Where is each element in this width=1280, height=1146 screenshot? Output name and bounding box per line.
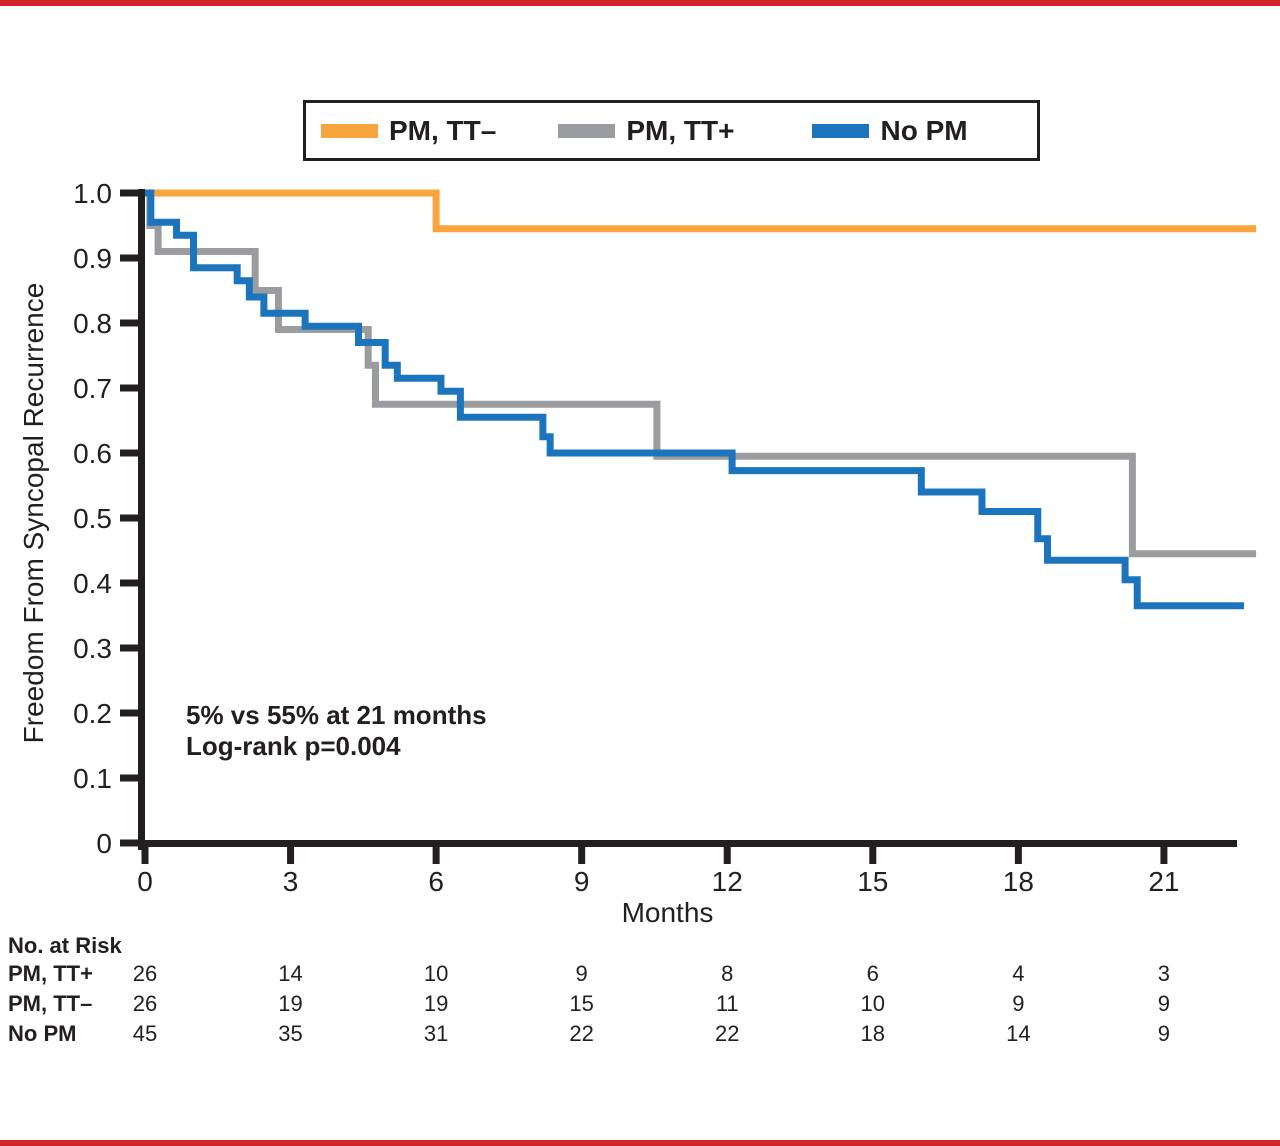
y-axis-title: Freedom From Syncopal Recurrence bbox=[18, 282, 49, 744]
y-tick-label: 0.4 bbox=[73, 568, 112, 599]
risk-value: 6 bbox=[866, 961, 879, 986]
annotation: 5% vs 55% at 21 months Log-rank p=0.004 bbox=[186, 700, 487, 762]
risk-value: 4 bbox=[1012, 961, 1025, 986]
legend-label: PM, TT– bbox=[389, 114, 497, 146]
risk-value: 18 bbox=[860, 1021, 886, 1046]
y-tick bbox=[120, 579, 138, 587]
y-tick bbox=[120, 319, 138, 327]
x-tick bbox=[1160, 847, 1168, 864]
series-line-2 bbox=[145, 189, 1257, 558]
legend-item-1: PM, TT– bbox=[321, 115, 496, 147]
y-tick bbox=[120, 644, 138, 652]
y-tick-label: 0.1 bbox=[73, 763, 112, 794]
legend-label: PM, TT+ bbox=[626, 114, 735, 146]
y-tick-label: 0.5 bbox=[73, 503, 112, 534]
y-tick bbox=[120, 254, 138, 262]
risk-value: 35 bbox=[278, 1021, 303, 1046]
y-tick bbox=[120, 774, 138, 782]
legend-label: No PM bbox=[880, 114, 968, 146]
risk-value: 14 bbox=[278, 961, 303, 986]
y-tick bbox=[120, 839, 138, 847]
legend-swatch-icon bbox=[812, 123, 870, 138]
risk-value: 9 bbox=[1012, 991, 1025, 1016]
risk-value: 10 bbox=[860, 991, 886, 1016]
annotation-line-2: Log-rank p=0.004 bbox=[186, 731, 401, 761]
legend-swatch-icon bbox=[321, 123, 378, 138]
x-tick-label: 15 bbox=[857, 866, 888, 897]
risk-value: 11 bbox=[715, 991, 739, 1016]
risk-value: 26 bbox=[132, 991, 158, 1016]
x-tick-label: 12 bbox=[712, 866, 743, 897]
legend-item-3: No PM bbox=[812, 114, 968, 147]
y-tick-label: 0.3 bbox=[73, 633, 112, 664]
risk-value: 8 bbox=[721, 961, 734, 986]
legend-swatch-icon bbox=[558, 123, 616, 138]
risk-value: 9 bbox=[575, 961, 588, 986]
y-tick bbox=[120, 709, 138, 717]
risk-table-title: No. at Risk bbox=[8, 933, 122, 958]
x-axis-title: Months bbox=[621, 897, 714, 928]
x-tick-label: 9 bbox=[574, 866, 590, 897]
legend-item-2: PM, TT+ bbox=[558, 115, 734, 147]
y-tick-label: 0.9 bbox=[73, 243, 112, 274]
x-tick bbox=[869, 847, 877, 864]
y-axis-line bbox=[138, 189, 145, 850]
risk-value: 45 bbox=[132, 1021, 158, 1046]
annotation-line-1: 5% vs 55% at 21 months bbox=[186, 700, 487, 730]
risk-value: 31 bbox=[423, 1021, 449, 1046]
y-tick-label: 0 bbox=[96, 828, 112, 859]
risk-value: 22 bbox=[569, 1021, 594, 1046]
x-tick-label: 18 bbox=[1003, 866, 1034, 897]
risk-value: 22 bbox=[714, 1021, 740, 1046]
x-tick-label: 21 bbox=[1148, 866, 1179, 897]
y-tick bbox=[120, 514, 138, 522]
x-tick-label: 3 bbox=[283, 866, 299, 897]
top-accent-bar bbox=[0, 0, 1280, 6]
y-tick-label: 0.7 bbox=[73, 373, 112, 404]
risk-value: 15 bbox=[569, 991, 594, 1016]
risk-value: 14 bbox=[1006, 1021, 1031, 1046]
risk-row-label: PM, TT+ bbox=[8, 961, 93, 986]
y-tick-label: 0.8 bbox=[73, 308, 112, 339]
series-line-3 bbox=[145, 189, 1244, 610]
y-tick-label: 0.6 bbox=[73, 438, 112, 469]
bottom-accent-bar bbox=[0, 1140, 1280, 1146]
x-tick bbox=[287, 847, 295, 864]
x-tick bbox=[432, 847, 440, 864]
risk-value: 3 bbox=[1157, 961, 1171, 986]
risk-value: 19 bbox=[423, 991, 449, 1016]
x-tick bbox=[723, 847, 731, 864]
legend-box: PM, TT– PM, TT+ No PM bbox=[303, 100, 1040, 161]
x-tick-label: 6 bbox=[428, 866, 444, 897]
y-tick bbox=[120, 449, 138, 457]
risk-value: 19 bbox=[278, 991, 303, 1016]
risk-row-label: No PM bbox=[8, 1021, 77, 1046]
risk-value: 9 bbox=[1157, 1021, 1171, 1046]
x-tick bbox=[1014, 847, 1022, 864]
risk-value: 9 bbox=[1157, 991, 1171, 1016]
x-tick bbox=[578, 847, 586, 864]
y-tick-label: 0.2 bbox=[73, 698, 112, 729]
series-line-1 bbox=[145, 189, 1257, 233]
risk-value: 26 bbox=[132, 961, 158, 986]
x-axis-line bbox=[138, 840, 1237, 847]
risk-value: 10 bbox=[423, 961, 449, 986]
y-tick-label: 1.0 bbox=[73, 178, 112, 209]
y-tick bbox=[120, 189, 138, 197]
y-tick bbox=[120, 384, 138, 392]
x-tick bbox=[141, 847, 149, 864]
risk-row-label: PM, TT– bbox=[8, 991, 93, 1016]
x-tick-label: 0 bbox=[137, 866, 153, 897]
